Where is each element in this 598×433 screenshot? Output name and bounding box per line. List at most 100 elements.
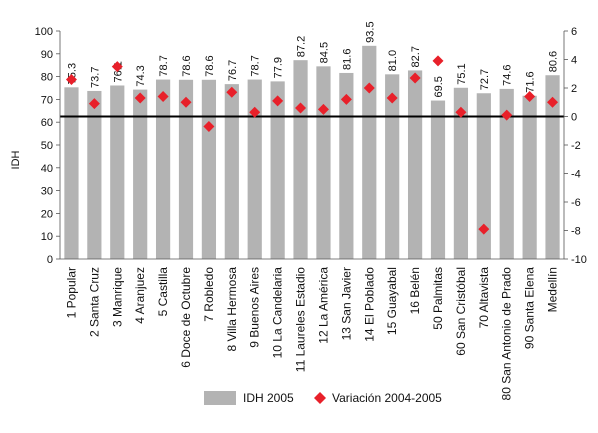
x-tick-label: 12 La América [316, 267, 330, 344]
bar [545, 75, 560, 260]
x-tick-label: 70 Altavista [477, 267, 491, 329]
variation-marker [501, 109, 513, 121]
x-tick-label: 9 Buenos Aires [248, 267, 262, 348]
x-tick-label: 11 Laureles Estadio [294, 267, 308, 373]
right-tick-label: -8 [571, 226, 581, 238]
bar-value-label: 71.6 [525, 71, 537, 92]
bar [453, 87, 469, 259]
variation-marker [409, 72, 421, 84]
left-tick-label: 80 [41, 72, 53, 84]
bar [385, 74, 400, 259]
variation-marker [386, 92, 398, 104]
x-tick-label: Medellín [546, 267, 560, 312]
right-tick-label: -6 [571, 197, 581, 209]
right-axis-ticks: -10 -8 -6 -4 -2 0 2 4 6 [564, 26, 587, 266]
bar-value-label: 78.7 [158, 55, 170, 76]
bar [407, 70, 423, 259]
bar [201, 79, 217, 260]
bar [499, 88, 514, 259]
y-axis-label: IDH [10, 150, 22, 169]
bar-value-label: 72.7 [479, 69, 491, 90]
x-tick-label: 50 Palmitas [431, 267, 445, 330]
right-tick-label: 0 [571, 112, 577, 124]
variation-marker [432, 55, 444, 67]
variation-marker [295, 102, 307, 114]
left-tick-label: 0 [47, 254, 53, 266]
bar [270, 81, 285, 259]
bar [87, 90, 102, 260]
bar [155, 79, 171, 260]
bar [247, 79, 262, 260]
bar-value-label: 81.6 [341, 49, 353, 70]
left-tick-label: 20 [41, 208, 53, 220]
variation-marker [203, 120, 215, 132]
left-tick-label: 40 [41, 163, 53, 175]
variation-marker [455, 106, 467, 118]
variation-marker [249, 106, 261, 118]
bar [339, 72, 354, 260]
bar-value-label: 87.2 [296, 36, 308, 57]
bar [64, 87, 79, 259]
variation-marker [547, 96, 559, 108]
variation-marker [111, 61, 123, 73]
right-tick-label: -4 [571, 169, 581, 181]
right-tick-label: 6 [571, 26, 577, 38]
bar-value-labels: 75.3 73.7 76.1 74.3 78.7 78.6 78.6 76.7 78.7 77.9… [66, 21, 559, 97]
right-tick-label: 2 [571, 83, 577, 95]
x-tick-label: 3 Manrique [110, 267, 124, 327]
bar-value-label: 76.7 [227, 60, 239, 81]
bar [430, 100, 446, 259]
x-tick-label: 10 La Candelaria [271, 267, 285, 359]
bar-value-label: 77.9 [273, 57, 285, 78]
left-tick-label: 70 [41, 94, 53, 106]
variation-marker [157, 91, 169, 103]
legend-marker-label: Variación 2004-2005 [332, 391, 442, 405]
left-tick-label: 90 [41, 49, 53, 61]
x-tick-label: 5 Castilla [156, 267, 170, 317]
bar [133, 89, 148, 259]
x-tick-label: 2 Santa Cruz [87, 267, 101, 337]
left-tick-label: 30 [41, 186, 53, 198]
bar-value-label: 81.0 [387, 50, 399, 71]
variation-marker [180, 96, 192, 108]
x-tick-label: 13 San Javier [339, 267, 353, 340]
variation-marker [317, 103, 329, 115]
legend-bar-swatch [204, 391, 236, 405]
bar [362, 45, 377, 259]
x-tick-label: 8 Villa Hermosa [225, 267, 239, 352]
bar-value-label: 74.3 [135, 65, 147, 86]
x-tick-label: 15 Guayabal [385, 267, 399, 335]
variation-marker [524, 91, 536, 103]
left-tick-label: 60 [41, 117, 53, 129]
plot-area: 0 10 20 30 40 50 60 70 80 90 100 -10 -8 -6 -4 -2 0 2 4 6 7… [35, 21, 587, 400]
variation-marker [478, 223, 490, 235]
bar-series [64, 45, 560, 260]
variation-marker [340, 93, 352, 105]
right-tick-label: 4 [571, 55, 577, 67]
bar-value-label: 73.7 [89, 67, 101, 88]
variation-marker [88, 98, 100, 110]
left-tick-label: 50 [41, 140, 53, 152]
bar-value-label: 78.7 [250, 55, 262, 76]
right-tick-label: -2 [571, 140, 581, 152]
bar [224, 84, 239, 260]
variation-marker [272, 95, 284, 107]
x-axis-labels: 1 Popular 2 Santa Cruz 3 Manrique 4 Aranjue… [64, 267, 559, 401]
bar-value-label: 80.6 [548, 51, 560, 72]
legend-diamond-marker [314, 392, 326, 404]
bar [522, 95, 537, 259]
bar-value-label: 93.5 [364, 21, 376, 42]
bar-value-label: 75.1 [456, 63, 468, 84]
variation-marker [363, 82, 375, 94]
variation-marker [134, 92, 146, 104]
bar [293, 60, 308, 260]
legend: IDH 2005 Variación 2004-2005 [204, 391, 442, 405]
bar [476, 93, 491, 259]
x-tick-label: 80 San Antonio de Prado [500, 267, 514, 401]
bar-value-label: 82.7 [410, 46, 422, 67]
bar [110, 85, 125, 259]
x-tick-label: 90 Santa Elena [523, 267, 537, 349]
right-tick-label: -10 [571, 254, 587, 266]
x-tick-label: 4 Aranjuez [133, 267, 147, 324]
